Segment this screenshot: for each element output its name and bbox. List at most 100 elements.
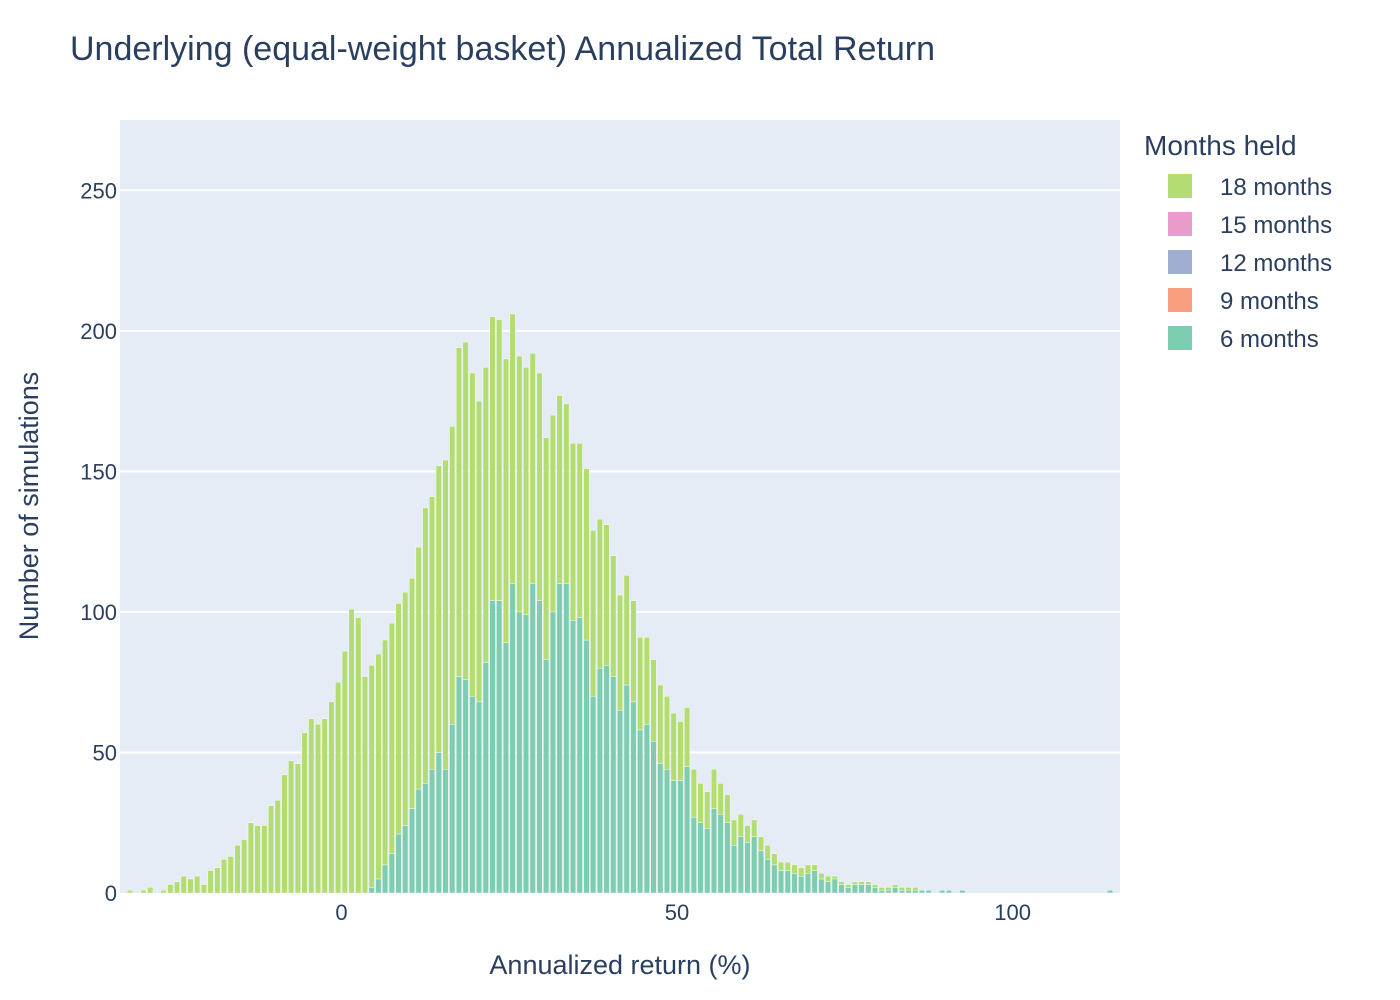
- histogram-bar: [878, 887, 885, 891]
- histogram-bar: [563, 583, 570, 894]
- histogram-bar: [482, 662, 489, 894]
- histogram-bar: [455, 676, 462, 894]
- histogram-bar: [677, 780, 684, 894]
- histogram-bar: [925, 889, 932, 894]
- histogram-bar: [885, 887, 892, 891]
- legend-items: 18 months 15 months 12 months 9 months 6 mon…: [1168, 174, 1332, 353]
- histogram-bar: [576, 617, 583, 894]
- histogram-bar: [563, 403, 570, 585]
- histogram-bar: [804, 864, 811, 874]
- histogram-bar: [724, 794, 731, 823]
- legend: Months held 18 months 15 months 12 months 9…: [1144, 130, 1332, 353]
- histogram-bar: [167, 884, 174, 894]
- histogram-bar: [858, 884, 865, 894]
- histogram-bar: [194, 875, 201, 894]
- histogram-bar: [791, 873, 798, 894]
- histogram-bar: [328, 701, 335, 894]
- histogram-bar: [402, 592, 409, 826]
- histogram-bar: [590, 530, 597, 697]
- histogram-bar: [657, 763, 664, 894]
- histogram-bar: [704, 828, 711, 894]
- histogram-bar: [281, 774, 288, 894]
- histogram-bar: [731, 819, 738, 846]
- x-axis-title: Annualized return (%): [489, 950, 750, 980]
- histogram-bar: [502, 642, 509, 894]
- histogram-bar: [543, 659, 550, 894]
- histogram-bar: [247, 822, 254, 894]
- histogram-bar: [294, 763, 301, 894]
- histogram-bar: [771, 853, 778, 866]
- histogram-bar: [482, 367, 489, 663]
- histogram-bar: [811, 864, 818, 871]
- histogram-bar: [476, 701, 483, 894]
- legend-swatch: [1168, 250, 1192, 274]
- histogram-bar: [617, 710, 623, 894]
- x-tick-label: 0: [335, 900, 347, 925]
- histogram-bar: [905, 887, 912, 891]
- histogram-bar: [415, 547, 422, 790]
- histogram-bar: [905, 889, 912, 894]
- histogram-bar: [395, 603, 402, 835]
- histogram-bar: [697, 822, 704, 894]
- histogram-bar: [892, 887, 899, 894]
- histogram-bar: [664, 769, 670, 894]
- legend-swatch: [1168, 212, 1192, 236]
- histogram-bar: [140, 889, 147, 894]
- histogram-bar: [476, 400, 483, 703]
- histogram-bar: [254, 825, 261, 894]
- histogram-bar: [200, 884, 207, 894]
- y-tick-label: 200: [80, 319, 117, 344]
- histogram-bar: [885, 889, 892, 894]
- histogram-bar: [348, 608, 355, 894]
- histogram-bar: [959, 889, 966, 894]
- histogram-bar: [798, 875, 805, 894]
- histogram-bar: [670, 712, 677, 781]
- histogram-bar: [825, 881, 832, 894]
- histogram-bar: [221, 859, 227, 894]
- histogram-bar: [308, 718, 315, 894]
- histogram-bar: [489, 316, 496, 601]
- histogram-bar: [549, 414, 556, 613]
- histogram-bar: [529, 583, 536, 894]
- histogram-bar: [570, 620, 576, 894]
- histogram-bar: [388, 853, 395, 894]
- histogram-bar: [180, 875, 187, 894]
- histogram-bar: [711, 769, 717, 809]
- histogram-bar: [435, 752, 442, 894]
- histogram-bar: [811, 870, 818, 894]
- histogram-bar: [335, 681, 342, 894]
- histogram-bar: [556, 395, 563, 584]
- legend-label: 15 months: [1220, 212, 1332, 239]
- histogram-bar: [227, 856, 234, 894]
- histogram-bar: [583, 468, 590, 641]
- histogram-bar: [637, 637, 644, 731]
- y-tick-label: 150: [80, 459, 117, 484]
- histogram-bar: [596, 667, 603, 894]
- histogram-bar: [818, 878, 825, 894]
- histogram-bar: [268, 805, 274, 894]
- histogram-bar: [408, 808, 415, 894]
- histogram-bar: [583, 639, 590, 894]
- x-tick-label: 50: [665, 900, 689, 925]
- histogram-bar: [744, 825, 751, 843]
- histogram-bar: [865, 884, 872, 894]
- histogram-bar: [321, 718, 328, 894]
- histogram-bar: [751, 819, 758, 837]
- histogram-bar: [757, 850, 764, 894]
- legend-title: Months held: [1144, 130, 1297, 161]
- histogram-bar: [664, 696, 670, 770]
- histogram-bar: [744, 842, 751, 894]
- histogram-bar: [543, 437, 550, 660]
- histogram-bar: [523, 367, 529, 615]
- histogram-bar: [898, 887, 905, 891]
- histogram-bar: [630, 701, 637, 894]
- histogram-bar: [670, 780, 677, 894]
- y-tick-label: 50: [93, 740, 117, 765]
- y-tick-label: 100: [80, 600, 117, 625]
- histogram-bar: [610, 676, 617, 894]
- histogram-bar: [858, 881, 865, 885]
- histogram-bar: [455, 347, 462, 677]
- histogram-bar: [804, 873, 811, 894]
- histogram-bar: [623, 684, 630, 894]
